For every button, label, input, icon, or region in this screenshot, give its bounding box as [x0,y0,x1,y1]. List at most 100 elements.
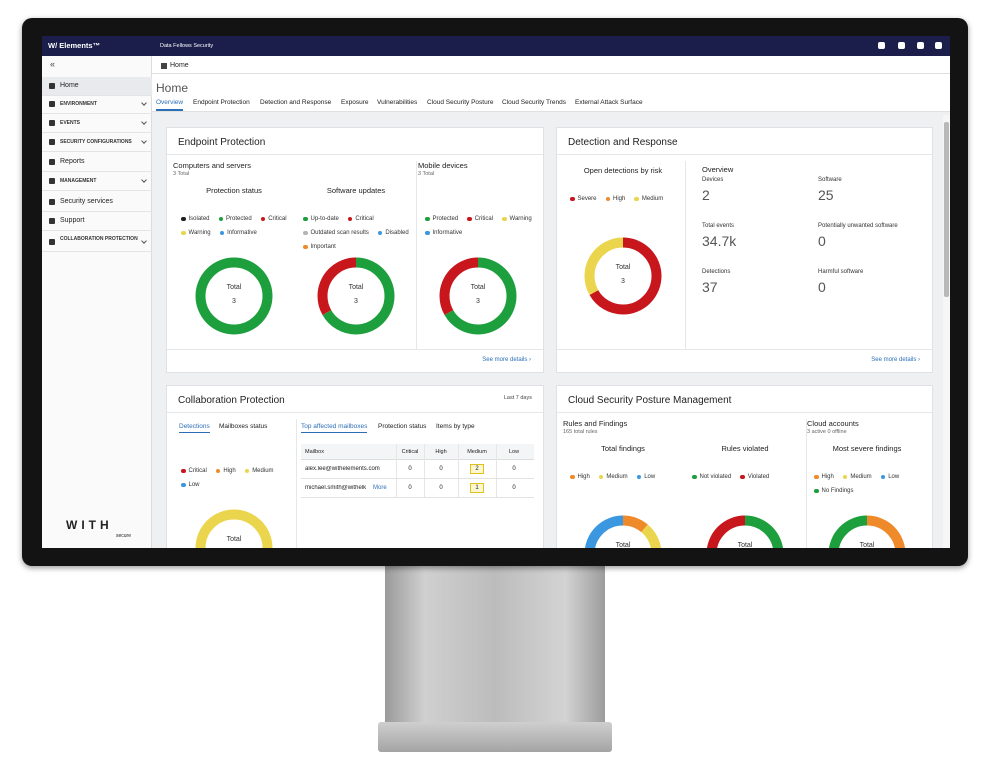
stat-label: Software [818,177,842,183]
legend-item: Important [303,244,336,250]
stat-value: 0 [818,233,826,249]
divider [685,161,686,349]
legend-label: Warning [509,216,532,222]
card: Endpoint Protection Computers and servers… [166,127,544,373]
legend: Isolated Protected Critical Warning Informat… [181,216,293,236]
donut-center-label: Total [615,542,631,548]
sidebar-item[interactable]: EVENTS [60,120,81,126]
legend-item: Low [880,474,899,480]
sidebar-row [42,114,152,133]
more-link[interactable]: More [373,485,387,491]
legend-label: Medium [850,474,872,480]
legend-label: High [223,468,236,474]
legend-item: Critical [467,216,493,222]
section-subtitle: 3 active 0 offline [807,429,847,435]
legend-dot [880,474,886,480]
legend-label: Disabled [385,230,409,236]
donut-title: Open detections by risk [583,166,663,175]
legend-dot [181,468,186,474]
legend-item: Critical [347,216,374,222]
divider [416,161,417,349]
donut-title: Most severe findings [832,444,902,453]
donut-center-label: Total [615,264,631,271]
stat-value: 2 [702,187,710,203]
tab[interactable]: Overview [156,99,184,106]
legend-item: Warning [502,216,532,222]
tab[interactable]: External Attack Surface [575,99,643,106]
legend-dot [425,230,430,236]
breadcrumb[interactable]: Home [170,62,189,69]
sidebar-row [42,172,152,191]
sidebar-row [42,193,152,212]
scroll-thumb [944,122,949,297]
tab[interactable]: Detection and Response [260,99,332,106]
sidebar-item[interactable]: MANAGEMENT [60,178,97,184]
legend-item: High [814,474,834,480]
sidebar-item[interactable]: Security services [60,198,113,205]
see-more-link[interactable]: See more details › [871,357,920,363]
sub-tab-underline [301,432,367,433]
tab[interactable]: Exposure [341,99,369,106]
sidebar-collapse[interactable]: « [50,59,56,69]
mailbox: alex.lee@withelements.com [305,466,380,472]
sidebar-item[interactable]: Reports [60,158,85,165]
sub-tab[interactable]: Items by type [436,423,475,430]
legend-dot [692,474,697,480]
sidebar-icon [49,239,55,245]
legend-dot [377,230,383,236]
card-title: Collaboration Protection [178,395,285,406]
tab[interactable]: Vulnerabilities [377,99,418,106]
sub-tab[interactable]: Mailboxes status [219,423,268,430]
legend-dot [502,216,507,222]
sidebar-item[interactable]: Support [60,217,85,224]
column-header: Medium [467,449,487,455]
donut-center-label: Total [348,284,364,291]
legend-dot [570,474,575,480]
legend-item: Violated [740,474,769,480]
legend-item: Disabled [377,230,409,236]
brand: W/ Elements™ [48,41,101,50]
sidebar-item[interactable]: COLLABORATION PROTECTION [60,236,138,242]
sidebar-row [42,212,152,231]
sidebar-item[interactable]: SECURITY CONFIGURATIONS [60,139,132,145]
divider [557,412,932,413]
stat-label: Detections [702,269,731,275]
legend-dot [814,488,819,494]
divider [167,349,543,350]
legend: High Medium Low No Findings [814,474,926,494]
legend-label: No Findings [821,488,854,494]
sub-tab[interactable]: Detections [179,423,210,430]
cell-value: 0 [439,466,443,472]
legend-dot [260,216,266,222]
sidebar-item[interactable]: Home [60,82,79,89]
sub-tab[interactable]: Protection status [378,423,427,430]
scrollbar [943,115,950,548]
legend-label: Informative [432,230,463,236]
legend-dot [570,196,575,202]
tab[interactable]: Endpoint Protection [193,99,250,106]
donut-segment [195,257,273,335]
legend-label: Medium [641,196,664,202]
card: Detection and Response Open detections by… [556,127,933,373]
divider [557,349,932,350]
column-divider [458,444,459,498]
divider [296,419,297,548]
legend-item: Informative [219,230,257,236]
tab[interactable]: Cloud Security Trends [502,99,566,106]
donut-title: Rules violated [721,444,769,453]
donut-segment [584,237,662,315]
tab[interactable]: Cloud Security Posture [427,99,494,106]
legend-dot [303,216,308,222]
sidebar-item[interactable]: ENVIRONMENT [60,101,97,107]
legend-label: Protected [432,216,459,222]
breadcrumb-divider [152,73,950,74]
see-more-link[interactable]: See more details › [482,357,531,363]
donut-total: 3 [354,298,358,305]
donut [195,509,273,548]
legend-label: Low [188,482,200,488]
legend-item: Medium [244,468,274,474]
sub-tab[interactable]: Top affected mailboxes [301,423,368,430]
donut-title: Total findings [601,444,645,453]
legend-dot [842,474,848,480]
top-bar-icon [917,42,924,49]
